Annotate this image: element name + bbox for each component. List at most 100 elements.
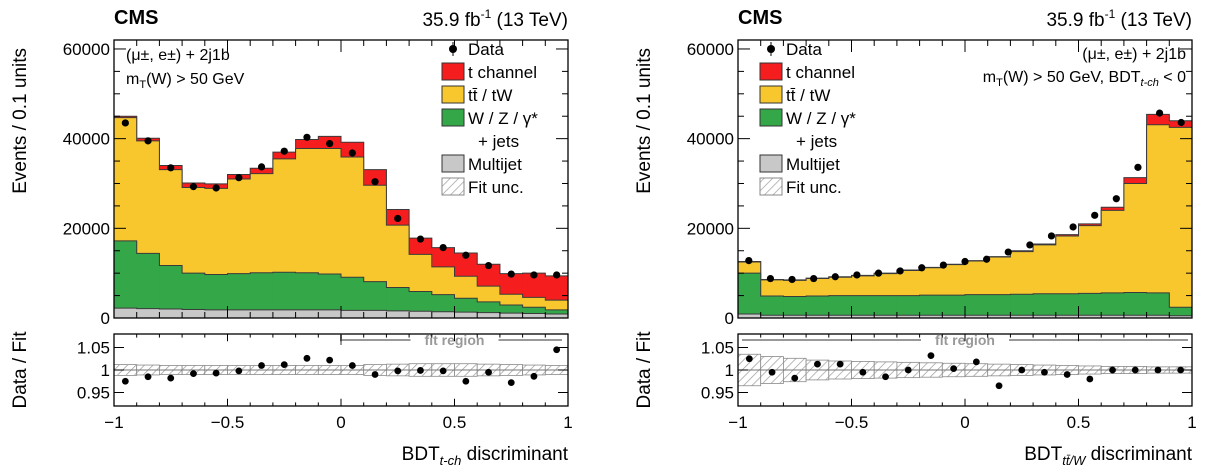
x-axis-title: BDTtt̄/W discriminant	[1024, 444, 1192, 468]
ratio-data-point	[507, 379, 515, 386]
legend: Data t channel tt̄ / tW W / Z / γ* + jets Mul…	[759, 40, 856, 197]
ratio-y-tick-label: 1	[101, 361, 110, 380]
hist-bar-wzgamma_jets	[1055, 293, 1079, 316]
hist-bar-multijet	[1078, 315, 1102, 318]
data-point	[1134, 163, 1142, 171]
x-axis-title-rest: discriminant	[461, 444, 568, 465]
legend-label-wzgamma_jets: W / Z / γ*	[468, 109, 538, 128]
data-point	[348, 149, 356, 157]
data-point	[416, 235, 425, 243]
hist-bar-wzgamma_jets	[987, 294, 1011, 316]
hist-bar-multijet	[987, 315, 1011, 318]
ratio-data-point	[417, 367, 424, 374]
lumi-value: 35.9 fb	[422, 10, 480, 31]
ratio-band	[737, 353, 1193, 387]
hist-bar-t_channel	[114, 116, 138, 118]
hist-bar-ttbar_tW	[1078, 225, 1102, 294]
ratio-data-point	[326, 356, 334, 364]
y-axis-title: Events / 0.1 units	[634, 48, 655, 194]
hist-bar-ttbar_tW	[1101, 210, 1125, 293]
data-point	[371, 178, 379, 186]
legend-label-fit-unc: Fit unc.	[468, 178, 524, 197]
hist-bar-wzgamma_jets	[136, 253, 160, 309]
data-point	[484, 261, 493, 270]
hist-bar-multijet	[295, 309, 319, 318]
lumi-exponent: -1	[1105, 7, 1116, 21]
info-sub2: t-ch	[1141, 77, 1159, 89]
info-sub: T	[996, 77, 1003, 89]
ratio-data-point	[258, 362, 265, 369]
axes: −1 −0.5 0 0.5 1 0 20000 40000 60000 0.95 1 1.05 Even…	[10, 7, 573, 468]
hist-bar-ttbar_tW	[182, 187, 206, 274]
hist-bar-ttbar_tW	[965, 261, 989, 295]
series-ttbar_tW	[737, 124, 1193, 318]
data-point	[326, 139, 334, 148]
hist-bar-t_channel	[545, 275, 569, 301]
info-rest: (W) > 50 GeV	[146, 71, 245, 88]
legend-label-data: Data	[786, 40, 822, 59]
hist-bar-multijet	[1010, 315, 1034, 318]
data-point	[983, 255, 991, 263]
hist-bar-ttbar_tW	[227, 179, 251, 274]
hist-bar-wzgamma_jets	[250, 272, 274, 310]
hist-bar-ttbar_tW	[896, 270, 920, 296]
legend-swatch-multijet	[441, 154, 465, 173]
hist-bar-wzgamma_jets	[386, 287, 410, 311]
hist-bar-ttbar_tW	[477, 286, 501, 302]
ratio-y-tick-label: 1	[725, 361, 734, 380]
ratio-data-point	[212, 369, 220, 377]
x-tick-label: 0	[960, 413, 969, 432]
hist-bar-ttbar_tW	[341, 157, 365, 278]
hist-bar-multijet	[738, 313, 762, 318]
ratio-y-tick-label: 0.95	[77, 384, 110, 403]
data-point	[1047, 232, 1056, 240]
data-point	[394, 214, 402, 223]
series-ttbar_tW	[113, 117, 569, 318]
hist-bar-multijet	[227, 309, 251, 318]
hist-bar-multijet	[272, 309, 296, 318]
data-point	[462, 251, 470, 259]
hist-bar-ttbar_tW	[874, 273, 898, 296]
hist-bar-wzgamma_jets	[454, 298, 478, 313]
legend-swatch-fit-unc	[759, 177, 783, 196]
hist-bar-t_channel	[477, 264, 501, 287]
data-point	[235, 174, 243, 182]
hist-bar-wzgamma_jets	[295, 272, 319, 310]
lumi-exponent: -1	[481, 7, 492, 21]
data-point	[1069, 223, 1077, 231]
data-point	[167, 164, 175, 172]
info-rest: (W) > 50 GeV, BDT	[1003, 69, 1141, 86]
ratio-data-point	[1063, 371, 1071, 378]
hist-bar-multijet	[1101, 315, 1125, 318]
data-point	[831, 273, 839, 281]
hist-bar-multijet	[942, 315, 966, 318]
data-point	[1177, 118, 1185, 127]
ratio-data-point	[927, 352, 935, 359]
hist-outline-wzgamma_jets	[737, 272, 1193, 318]
luminosity-label: 35.9 fb-1 (13 TeV)	[1046, 7, 1192, 31]
hist-bar-multijet	[965, 315, 989, 318]
hist-bar-multijet	[204, 309, 228, 318]
legend-swatch-fit-unc	[441, 177, 465, 196]
hist-bar-ttbar_tW	[851, 275, 875, 296]
x-tick-label: 1	[563, 413, 572, 432]
y-tick-label: 40000	[687, 130, 734, 149]
x-tick-label: −0.5	[835, 413, 869, 432]
info-sub: T	[139, 79, 146, 91]
hist-bar-ttbar_tW	[522, 297, 546, 308]
hist-bar-ttbar_tW	[760, 279, 784, 297]
hist-bar-ttbar_tW	[1033, 244, 1057, 294]
chart-panel-2: fit region−1 −0.5 0 0.5 102000040000600000.9…	[634, 7, 1197, 468]
hist-bar-multijet	[114, 308, 138, 318]
ratio-data-point	[1177, 366, 1185, 374]
hist-bar-wzgamma_jets	[738, 273, 762, 314]
data-point	[939, 261, 947, 269]
hist-bar-wzgamma_jets	[477, 301, 501, 313]
hist-bar-ttbar_tW	[919, 267, 943, 296]
hist-bar-wzgamma_jets	[499, 304, 523, 314]
data-point	[896, 267, 904, 275]
ratio-y-axis-title: Data / Fit	[634, 331, 655, 409]
hist-bar-ttbar_tW	[159, 169, 183, 266]
hist-bar-multijet	[1033, 315, 1057, 318]
hist-bar-multijet	[919, 315, 943, 318]
